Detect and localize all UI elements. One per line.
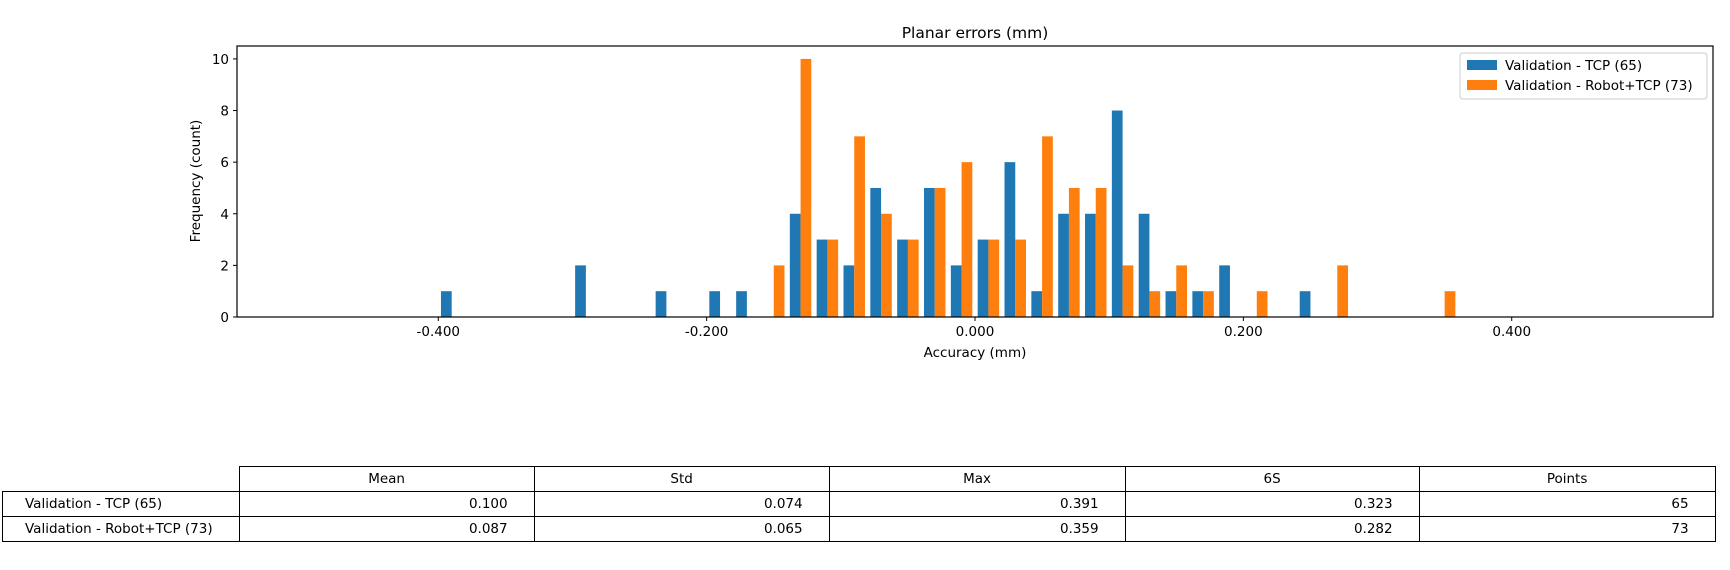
bar-series-1-bin-23 bbox=[1068, 187, 1080, 317]
bar-series-0-bin-5 bbox=[575, 265, 586, 317]
x-axis-ticks: -0.400 -0.200 0.000 0.200 0.400 bbox=[417, 317, 1531, 340]
bar-series-0-bin-14 bbox=[816, 239, 828, 317]
bar-series-0-bin-32 bbox=[1299, 291, 1311, 317]
table-cell: 0.359 bbox=[828, 516, 1126, 542]
legend: Validation - TCP (65) Validation - Robot… bbox=[1459, 52, 1708, 100]
row-label: Validation - Robot+TCP (73) bbox=[2, 516, 240, 542]
table-header-row: Mean Std Max 6S Points bbox=[3, 466, 1716, 492]
y-tick-label: 2 bbox=[220, 258, 229, 274]
table-cell: 0.087 bbox=[238, 516, 535, 542]
table-cell: 0.391 bbox=[828, 491, 1126, 517]
bar-series-1-bin-13 bbox=[800, 58, 812, 318]
bar-series-1-bin-19 bbox=[961, 162, 973, 317]
bar-series-1-bin-37 bbox=[1444, 291, 1456, 317]
column-header: Std bbox=[533, 466, 830, 492]
y-axis-label: Frequency (count) bbox=[188, 120, 204, 243]
bar-series-0-bin-0 bbox=[440, 291, 452, 317]
bar-series-0-bin-24 bbox=[1085, 213, 1096, 317]
x-tick-label: -0.200 bbox=[685, 324, 729, 340]
row-label: Validation - TCP (65) bbox=[2, 491, 240, 517]
bar-series-0-bin-29 bbox=[1219, 265, 1230, 317]
bar-series-0-bin-26 bbox=[1138, 213, 1150, 317]
bar-series-0-bin-27 bbox=[1165, 291, 1177, 317]
y-tick-label: 8 bbox=[220, 104, 229, 120]
bar-series-1-bin-21 bbox=[1015, 239, 1026, 317]
column-header: Mean bbox=[238, 466, 535, 492]
bar-series-1-bin-15 bbox=[854, 136, 865, 317]
chart-title: Planar errors (mm) bbox=[902, 24, 1049, 42]
bar-series-0-bin-10 bbox=[709, 291, 721, 317]
table-row: Validation - Robot+TCP (73) 0.087 0.065 … bbox=[2, 516, 1716, 542]
column-header: Points bbox=[1418, 466, 1716, 492]
table-cell: 0.282 bbox=[1124, 516, 1420, 542]
bar-series-0-bin-20 bbox=[977, 239, 989, 317]
x-tick-label: 0.200 bbox=[1224, 324, 1263, 340]
bar-series-0-bin-13 bbox=[789, 213, 801, 317]
bar-series-0-bin-25 bbox=[1111, 110, 1123, 318]
column-header: Max bbox=[828, 466, 1126, 492]
y-axis-ticks: 0 2 4 6 8 10 bbox=[212, 52, 237, 326]
y-tick-label: 0 bbox=[220, 310, 229, 326]
plot-frame bbox=[236, 45, 1714, 318]
x-tick-label: 0.000 bbox=[956, 324, 995, 340]
bar-series-0-bin-18 bbox=[924, 187, 935, 317]
bar-series-1-bin-14 bbox=[827, 239, 839, 317]
table-row: Validation - TCP (65) 0.100 0.074 0.391 … bbox=[2, 491, 1716, 517]
bar-series-1-bin-24 bbox=[1095, 187, 1107, 317]
bar-series-0-bin-28 bbox=[1192, 291, 1204, 317]
legend-swatch-robot-tcp bbox=[1467, 80, 1497, 90]
legend-label-tcp: Validation - TCP (65) bbox=[1505, 58, 1642, 74]
bar-series-1-bin-26 bbox=[1149, 291, 1161, 317]
table-cell: 0.065 bbox=[533, 516, 830, 542]
bars-group bbox=[440, 58, 1456, 318]
x-tick-label: 0.400 bbox=[1492, 324, 1531, 340]
bar-series-0-bin-16 bbox=[870, 187, 882, 317]
y-tick-label: 4 bbox=[220, 207, 229, 223]
bar-series-0-bin-15 bbox=[843, 265, 855, 317]
bar-series-1-bin-16 bbox=[881, 213, 892, 317]
legend-label-robot-tcp: Validation - Robot+TCP (73) bbox=[1505, 78, 1693, 94]
bar-series-1-bin-20 bbox=[988, 239, 1000, 317]
bar-series-0-bin-23 bbox=[1058, 213, 1069, 317]
bar-series-1-bin-33 bbox=[1337, 265, 1349, 317]
bar-series-0-bin-21 bbox=[1004, 162, 1016, 317]
histogram-chart: Planar errors (mm) -0.400 -0.200 0.000 0.20… bbox=[188, 24, 1714, 361]
bar-series-1-bin-18 bbox=[934, 187, 946, 317]
bar-series-1-bin-25 bbox=[1122, 265, 1134, 317]
table-cell: 73 bbox=[1418, 516, 1716, 542]
table-cell: 0.323 bbox=[1124, 491, 1420, 517]
legend-frame bbox=[1459, 52, 1708, 100]
x-axis-label: Accuracy (mm) bbox=[924, 345, 1027, 361]
bar-series-1-bin-22 bbox=[1042, 136, 1053, 317]
bar-series-1-bin-17 bbox=[907, 239, 919, 317]
bar-series-1-bin-12 bbox=[773, 265, 785, 317]
y-tick-label: 10 bbox=[212, 52, 229, 68]
stats-table: Mean Std Max 6S Points Validation - TCP … bbox=[2, 466, 1716, 542]
table-cell: 0.074 bbox=[533, 491, 830, 517]
y-tick-label: 6 bbox=[220, 155, 229, 171]
bar-series-0-bin-19 bbox=[950, 265, 962, 317]
bar-series-1-bin-28 bbox=[1203, 291, 1214, 317]
legend-swatch-tcp bbox=[1467, 60, 1497, 70]
column-header: 6S bbox=[1124, 466, 1420, 492]
table-cell: 0.100 bbox=[238, 491, 535, 517]
bar-series-0-bin-8 bbox=[655, 291, 667, 317]
bar-series-0-bin-22 bbox=[1031, 291, 1043, 317]
bar-series-1-bin-27 bbox=[1176, 265, 1188, 317]
bar-series-1-bin-30 bbox=[1256, 291, 1268, 317]
bar-series-0-bin-11 bbox=[736, 291, 747, 317]
table-cell: 65 bbox=[1418, 491, 1716, 517]
bar-series-0-bin-17 bbox=[897, 239, 908, 317]
x-tick-label: -0.400 bbox=[417, 324, 461, 340]
